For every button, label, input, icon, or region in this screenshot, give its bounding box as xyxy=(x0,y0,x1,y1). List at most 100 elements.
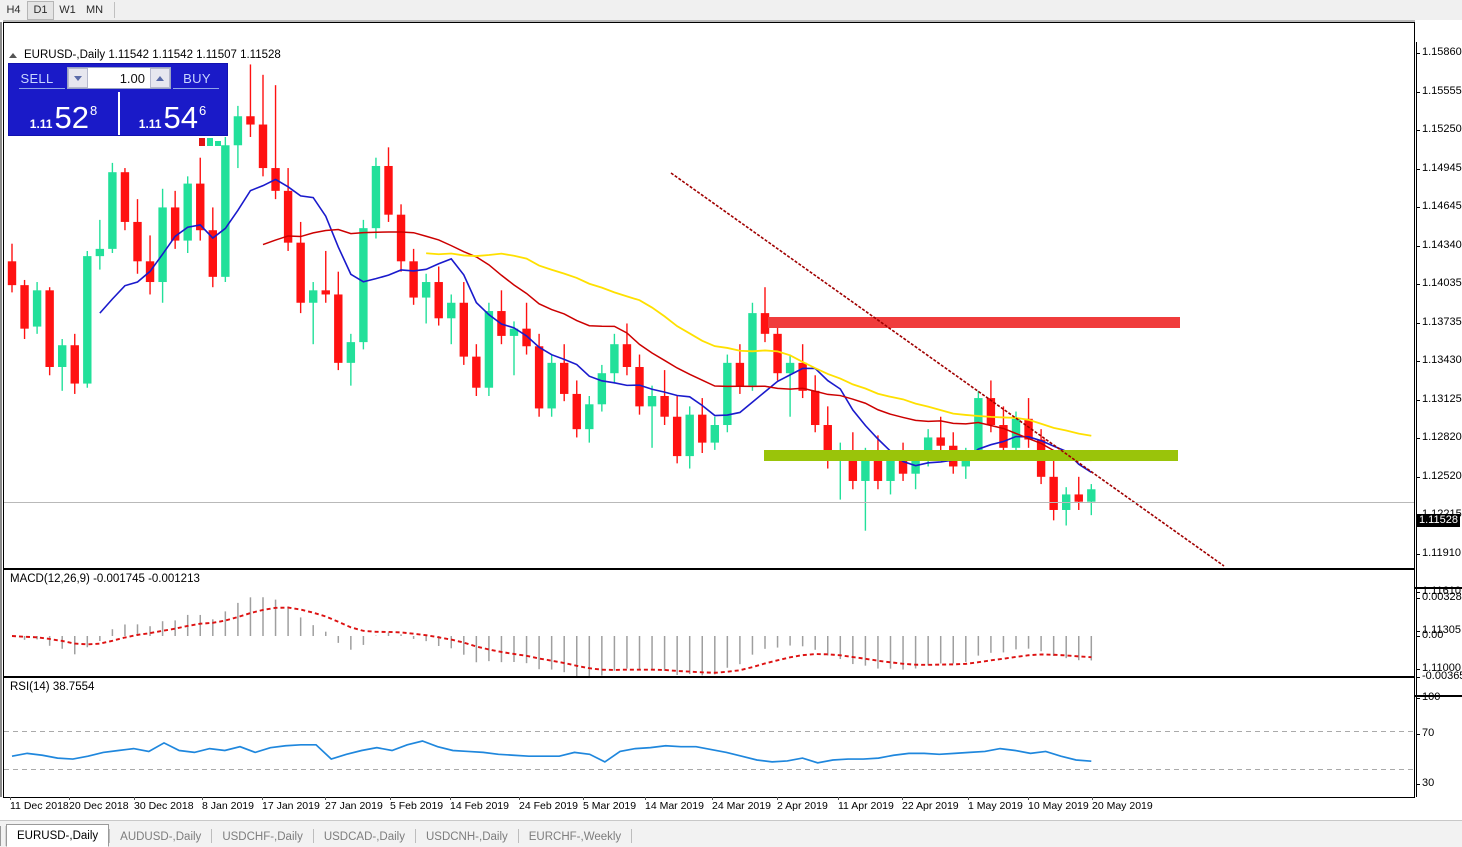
sell-label[interactable]: SELL xyxy=(20,70,54,86)
one-click-trading-panel[interactable]: SELL 1.00 BUY 1.11 52 8 1.11 xyxy=(8,63,228,136)
price-scale-tick-label: 1.14645 xyxy=(1422,200,1462,212)
date-axis-label: 22 Apr 2019 xyxy=(902,800,959,812)
price-scale-tick: 0.00 xyxy=(1416,629,1462,641)
date-axis-label: 20 Dec 2018 xyxy=(69,800,129,812)
price-scale-tick-label: 100 xyxy=(1422,691,1441,703)
timeframe-w1[interactable]: W1 xyxy=(59,4,76,16)
date-axis-label: 30 Dec 2018 xyxy=(134,800,194,812)
chart-tabs: EURUSD-,Daily AUDUSD-,Daily USDCHF-,Daily U… xyxy=(0,820,1462,847)
tick-indicator-icons xyxy=(199,138,221,146)
price-scale-tick: 1.12520 xyxy=(1416,470,1462,482)
date-axis-tick xyxy=(69,797,70,800)
volume-increment-button[interactable] xyxy=(150,68,170,88)
price-scale-tick-label: 1.14035 xyxy=(1422,277,1462,289)
support-zone[interactable] xyxy=(764,450,1178,461)
price-scale-tick-label: 0.00 xyxy=(1422,629,1444,641)
date-axis-tick xyxy=(838,797,839,800)
date-axis-tick xyxy=(968,797,969,800)
sell-price-sup: 8 xyxy=(89,103,98,118)
price-scale-tick-label: 0.003287 xyxy=(1422,591,1462,603)
timeframe-d1[interactable]: D1 xyxy=(27,0,54,20)
price-scale-tick: -0.00365 xyxy=(1416,670,1462,682)
price-scale-tick: 30 xyxy=(1416,777,1462,789)
price-scale-tick: 1.15250 xyxy=(1416,123,1462,135)
rsi-plot-layer xyxy=(4,731,1414,770)
price-scale[interactable]: 1.15860 1.15555 1.15250 1.14945 1.14645 1.143… xyxy=(1415,42,1462,837)
chart-area: MACD(12,26,9) -0.001745 -0.001213 RSI(14… xyxy=(0,20,1462,837)
price-scale-tick: 1.11305 xyxy=(1416,624,1462,636)
price-scale-tick: 1.13125 xyxy=(1416,393,1462,405)
chart-tab-usdchf-daily[interactable]: USDCHF-,Daily xyxy=(222,831,303,843)
price-scale-tick-label: 1.11610 xyxy=(1422,585,1461,597)
price-scale-tick-label: 30 xyxy=(1422,777,1435,789)
buy-price-prefix: 1.11 xyxy=(138,117,162,131)
price-scale-tick: 1.13430 xyxy=(1416,354,1462,366)
one-click-divider xyxy=(118,92,120,135)
date-axis-tick xyxy=(1028,797,1029,800)
chart-top-rule xyxy=(3,20,1415,23)
macd-pane[interactable]: MACD(12,26,9) -0.001745 -0.001213 xyxy=(4,568,1414,678)
price-scale-tick-label: 1.15555 xyxy=(1422,85,1462,97)
volume-stepper[interactable]: 1.00 xyxy=(67,67,171,89)
timeframe-h4[interactable]: H4 xyxy=(6,4,21,16)
date-axis-label: 14 Feb 2019 xyxy=(450,800,509,812)
date-axis-label: 24 Mar 2019 xyxy=(712,800,771,812)
buy-label[interactable]: BUY xyxy=(183,70,211,86)
volume-value[interactable]: 1.00 xyxy=(119,70,145,86)
last-price-line xyxy=(4,502,1414,503)
sell-price-button[interactable]: 1.11 52 8 xyxy=(9,92,118,135)
tabs-left-edge xyxy=(0,826,6,846)
timeframe-toolbar: H4 D1 W1 MN xyxy=(0,0,1462,21)
date-axis-label: 5 Mar 2019 xyxy=(583,800,637,812)
chart-tab-eurusd-daily[interactable]: EURUSD-,Daily xyxy=(6,824,110,847)
date-axis-tick xyxy=(902,797,903,800)
price-scale-tick-label: 1.14340 xyxy=(1422,239,1462,251)
price-scale-tick: 1.11610 xyxy=(1416,585,1462,597)
sell-label-underline xyxy=(19,88,65,89)
price-scale-tick-label: 1.13125 xyxy=(1422,393,1462,405)
date-axis-tick xyxy=(262,797,263,800)
chart-tab-audusd-daily[interactable]: AUDUSD-,Daily xyxy=(120,831,202,843)
toolbar-divider xyxy=(114,2,115,18)
date-axis-label: 8 Jan 2019 xyxy=(202,800,254,812)
symbol-header-text: EURUSD-,Daily 1.11542 1.11542 1.11507 1.… xyxy=(24,49,281,61)
downtrend-line-layer[interactable] xyxy=(4,23,1414,568)
price-scale-tick-label: 1.12520 xyxy=(1422,470,1462,482)
sell-price-prefix: 1.11 xyxy=(29,117,53,131)
price-scale-tick: 1.14035 xyxy=(1416,277,1462,289)
price-scale-tick: 0.003287 xyxy=(1416,591,1462,603)
chart-left-rule xyxy=(0,22,2,817)
price-pane[interactable] xyxy=(4,23,1414,568)
price-scale-tick: 1.12820 xyxy=(1416,431,1462,443)
date-axis-label: 17 Jan 2019 xyxy=(262,800,320,812)
date-axis-tick xyxy=(645,797,646,800)
last-price-label: 1.11528 xyxy=(1417,514,1460,527)
tab-separator xyxy=(312,829,314,843)
buy-label-underline xyxy=(173,88,219,89)
date-axis-label: 20 May 2019 xyxy=(1092,800,1153,812)
volume-decrement-button[interactable] xyxy=(68,68,88,88)
collapse-triangle-icon[interactable] xyxy=(9,52,17,58)
date-axis-tick xyxy=(390,797,391,800)
date-axis-label: 2 Apr 2019 xyxy=(777,800,828,812)
resistance-zone[interactable] xyxy=(768,317,1180,328)
one-click-top-row: SELL 1.00 BUY xyxy=(9,64,227,92)
chart-tab-usdcnh-daily[interactable]: USDCNH-,Daily xyxy=(425,831,508,843)
tab-separator xyxy=(211,829,213,843)
timeframe-mn[interactable]: MN xyxy=(85,4,104,16)
sell-price-main: 52 xyxy=(54,100,89,135)
price-scale-tick-label: 1.11910 xyxy=(1422,547,1461,559)
date-axis-label: 10 May 2019 xyxy=(1028,800,1089,812)
chart-tab-eurchf-weekly[interactable]: EURCHF-,Weekly xyxy=(528,831,622,843)
price-scale-tick: 1.11910 xyxy=(1416,547,1462,559)
rsi-pane[interactable]: RSI(14) 38.7554 xyxy=(4,676,1414,818)
date-axis-label: 1 May 2019 xyxy=(968,800,1023,812)
price-candles-layer xyxy=(7,64,1096,531)
price-scale-tick: 1.13735 xyxy=(1416,316,1462,328)
date-axis: 11 Dec 2018 20 Dec 2018 30 Dec 2018 8 Jan 2… xyxy=(0,797,1462,820)
chart-tab-usdcad-daily[interactable]: USDCAD-,Daily xyxy=(323,831,405,843)
buy-price-button[interactable]: 1.11 54 6 xyxy=(118,92,227,135)
chart-border: MACD(12,26,9) -0.001745 -0.001213 RSI(14… xyxy=(3,22,1415,818)
price-scale-axis xyxy=(1416,42,1417,837)
price-scale-tick-label: 1.11305 xyxy=(1422,624,1461,636)
